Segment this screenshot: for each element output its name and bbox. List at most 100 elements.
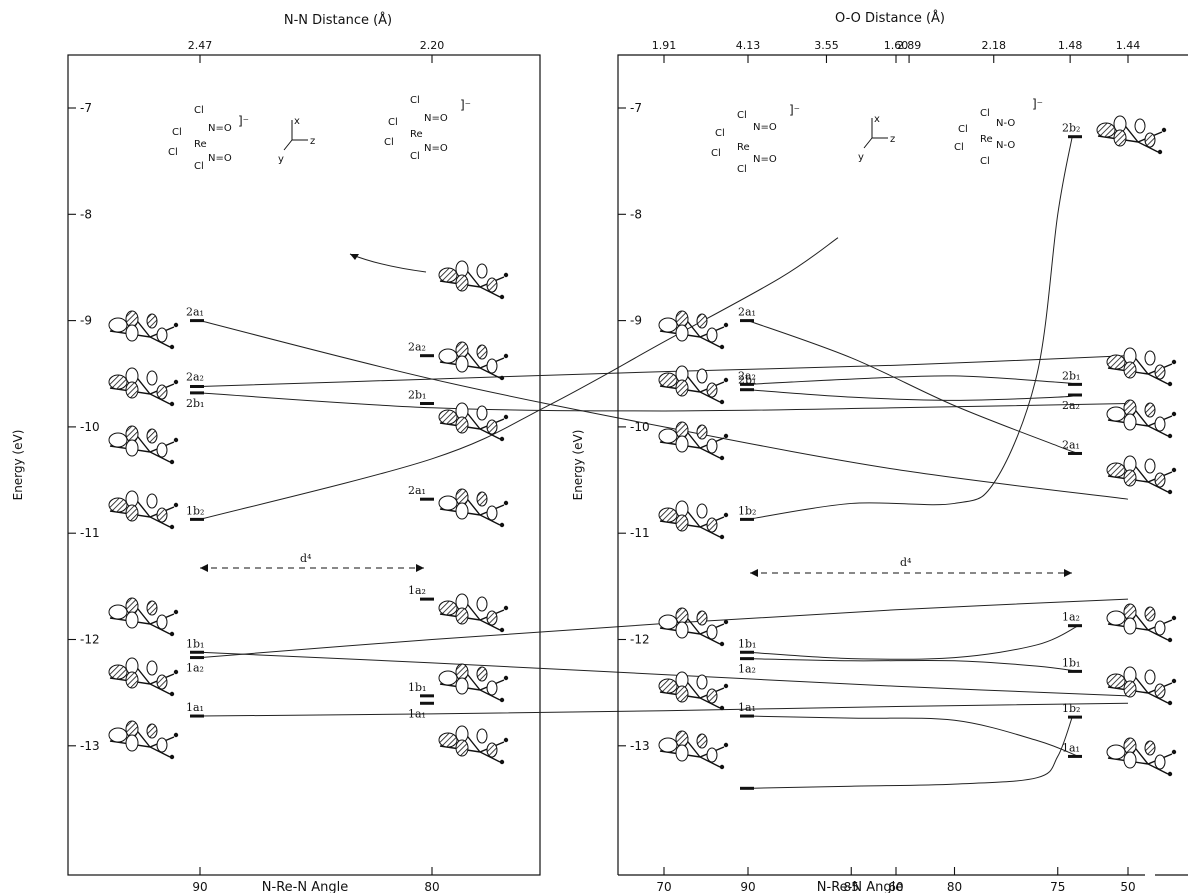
right-y-axis-title: Energy (eV) <box>571 430 585 501</box>
mol-charge: ]⁻ <box>789 103 800 117</box>
axis-glyph-x: x <box>294 116 300 127</box>
level-label-right: 2b₁ <box>1062 369 1080 382</box>
mol-atom-re: Re <box>410 129 423 140</box>
y-tick-label: -12 <box>80 633 100 647</box>
orbital-picture <box>108 310 179 350</box>
level-label-right: 1b₁ <box>1062 656 1080 669</box>
right-top-axis-title: O-O Distance (Å) <box>835 10 945 26</box>
level-label-right: 2a₂ <box>1062 399 1080 412</box>
left-x-ticks: 90 80 70 60 50 <box>192 867 1136 893</box>
y-tick-label: -13 <box>80 739 100 753</box>
level-label-right: 2a₁ <box>1062 438 1080 451</box>
top-tick-label: 2.20 <box>420 39 445 52</box>
left-plot-frame <box>67 54 541 876</box>
mol-atom-cl: Cl <box>715 128 725 139</box>
right-plot-frame <box>617 54 1188 875</box>
level-label-right: 2a₁ <box>408 484 426 497</box>
level-label-right: 1b₁ <box>408 681 426 694</box>
level-label-left: 1b₂ <box>186 504 204 517</box>
level-label-right: 1a₂ <box>408 584 426 597</box>
x-tick-label: 50 <box>1120 880 1135 893</box>
mol-charge: ]⁻ <box>460 98 471 112</box>
molecule-left-end: Cl Cl Cl Re Cl N=O N=O ]⁻ <box>384 95 471 162</box>
correlation-line <box>747 389 1079 401</box>
top-tick-label: 2.18 <box>981 39 1006 52</box>
orbital-picture <box>1106 737 1177 777</box>
orbital-picture <box>658 500 729 540</box>
left-panel: N-N Distance (Å) N-Re-N Angle Energy (eV… <box>11 12 1140 893</box>
level-label-left: 2b₁ <box>738 374 756 387</box>
orbital-picture <box>108 490 179 530</box>
orbital-picture <box>438 341 509 381</box>
x-tick-label: 90 <box>740 880 755 893</box>
mol-atom-re: Re <box>194 139 207 150</box>
mol-atom-cl: Cl <box>737 110 747 121</box>
correlation-line <box>747 658 1079 672</box>
mol-no-group: N=O <box>753 154 777 165</box>
axis-glyph-y: y <box>858 152 864 163</box>
y-tick-label: -10 <box>630 420 650 434</box>
mol-atom-cl: Cl <box>980 156 990 167</box>
orbital-picture <box>1106 347 1177 387</box>
level-label-left: 1a₂ <box>738 663 756 676</box>
orbital-picture <box>108 597 179 637</box>
left-top-ticks: 2.47 2.20 1.91 1.60 1.44 <box>188 39 1140 63</box>
correlation-line <box>747 716 1073 789</box>
orbital-picture <box>658 421 729 461</box>
y-tick-label: -8 <box>80 207 92 221</box>
level-label-left: 1b₁ <box>186 637 204 650</box>
right-correlation-lines <box>747 136 1079 789</box>
orbital-sketches <box>108 115 1177 777</box>
level-label-left: 2a₂ <box>186 371 204 384</box>
orbital-picture <box>438 593 509 633</box>
right-top-ticks: 4.13 3.55 2.89 2.18 1.48 <box>736 39 1083 63</box>
level-label-right: 2a₂ <box>408 341 426 354</box>
correlation-line <box>199 651 1129 697</box>
right-energy-levels: 2a₁2a₂2b₁1b₂1b₁1a₂1a₁2b₂2b₁2a₂2a₁1a₂1b₁1… <box>738 122 1082 790</box>
left-top-axis-title: N-N Distance (Å) <box>284 12 392 28</box>
level-label-left: 2a₁ <box>738 306 756 319</box>
molecule-right-end: Cl Cl Cl Re Cl N-O N-O ]⁻ <box>954 97 1043 167</box>
axis-glyph-z: z <box>310 136 315 147</box>
correlation-line <box>199 237 839 520</box>
left-d4-separator: d⁴ <box>200 552 424 572</box>
correlation-line <box>199 702 1129 717</box>
mol-no-group: N=O <box>424 143 448 154</box>
orbital-picture <box>658 310 729 350</box>
x-tick-label: 75 <box>1050 880 1065 893</box>
mol-atom-cl: Cl <box>958 124 968 135</box>
mol-atom-cl: Cl <box>711 148 721 159</box>
correlation-line <box>199 320 1129 500</box>
correlation-line <box>747 715 1079 757</box>
mol-atom-re: Re <box>737 142 750 153</box>
orbital-picture <box>438 725 509 765</box>
top-tick-label: 1.48 <box>1058 39 1083 52</box>
level-label-left: 2a₁ <box>186 306 204 319</box>
x-tick-label: 90 <box>192 880 207 893</box>
right-x-axis-title: N-Re-N Angle <box>817 880 903 893</box>
left-correlation-lines <box>199 237 1129 717</box>
level-label-right: 1a₂ <box>1062 611 1080 624</box>
correlation-line <box>747 136 1073 520</box>
mol-no-group: N-O <box>996 118 1015 129</box>
y-tick-label: -9 <box>630 314 642 328</box>
y-tick-label: -9 <box>80 314 92 328</box>
orbital-picture <box>108 720 179 760</box>
mol-no-group: N=O <box>424 113 448 124</box>
orbital-picture <box>658 607 729 647</box>
correlation-line <box>199 392 1129 412</box>
molecule-left-start: Cl Cl Cl Re Cl N=O N=O ]⁻ <box>168 105 249 172</box>
left-x-axis-title: N-Re-N Angle <box>262 880 348 893</box>
top-tick-label: 1.60 <box>884 39 909 52</box>
left-y-ticks: -7 -8 -9 -10 -11 -12 -13 <box>68 101 100 753</box>
level-label-right: 1b₂ <box>1062 702 1080 715</box>
mol-atom-cl: Cl <box>410 95 420 106</box>
orbital-picture <box>108 367 179 407</box>
y-tick-label: -7 <box>630 101 642 115</box>
level-label-right: 2b₁ <box>408 389 426 402</box>
level-label-right: 1a₁ <box>408 707 426 720</box>
axes-glyph-right: x z y <box>858 114 895 163</box>
orbital-picture <box>1106 603 1177 643</box>
y-tick-label: -12 <box>630 633 650 647</box>
mol-atom-cl: Cl <box>168 147 178 158</box>
